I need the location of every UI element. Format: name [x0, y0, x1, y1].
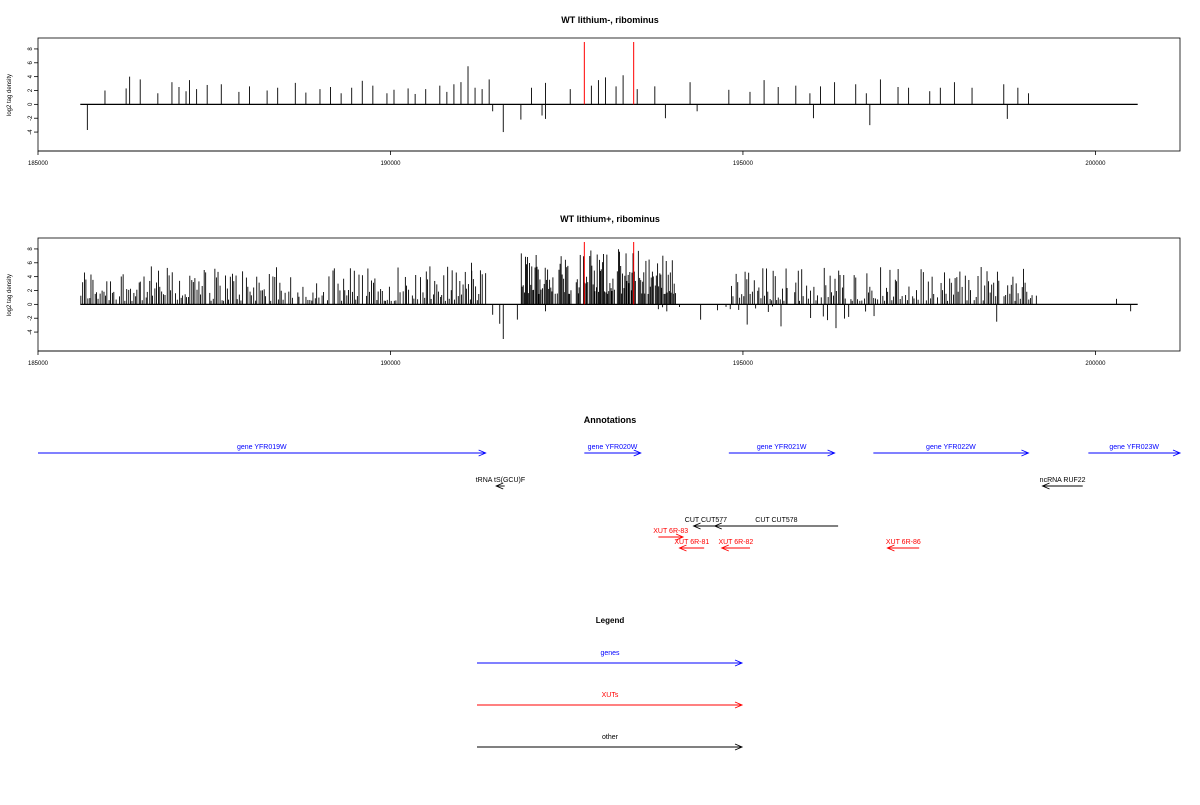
- annotation-feature: ncRNA RUF22: [1040, 477, 1086, 490]
- feature-arrowhead: [495, 482, 504, 490]
- plot-frame: [37, 37, 1181, 152]
- signal-bars: [80, 249, 1138, 339]
- y-tick-label: -4: [28, 129, 34, 135]
- y-tick-label: 8: [28, 247, 34, 251]
- y-axis-label: log2 tag density: [7, 274, 13, 316]
- feature-label: gene YFR019W: [237, 444, 287, 451]
- y-axis: -4 -2 0 2 4 6 8: [28, 47, 39, 135]
- feature-arrowhead: [675, 533, 685, 541]
- feature-arrowhead: [720, 544, 729, 552]
- feature-label: XUT 6R-82: [718, 539, 753, 546]
- feature-label: XUT 6R-83: [653, 528, 688, 535]
- y-tick-label: 6: [28, 260, 34, 264]
- legend-arrowhead: [734, 701, 744, 709]
- legend-arrowhead: [734, 743, 744, 751]
- y-tick-label: -4: [28, 329, 34, 335]
- annotations-title: Annotations: [584, 415, 637, 425]
- feature-label: XUT 6R-81: [674, 539, 709, 546]
- annotation-feature: XUT 6R-82: [718, 539, 753, 552]
- annotation-feature: CUT CUT578: [713, 517, 839, 530]
- legend-items: genes XUTs other: [477, 650, 744, 751]
- y-tick-label: 6: [28, 60, 34, 64]
- y-tick-label: 4: [28, 274, 34, 278]
- feature-arrowhead: [827, 449, 836, 457]
- annotation-features: gene YFR019W gene YFR020W gene YFR021W gene…: [38, 444, 1182, 552]
- feature-arrowhead: [692, 522, 701, 530]
- feature-arrowhead: [678, 544, 687, 552]
- feature-arrowhead: [633, 449, 642, 457]
- feature-label: tRNA tS(GCU)F: [476, 477, 525, 484]
- signal-bars: [80, 66, 1138, 133]
- y-tick-label: -2: [28, 115, 34, 121]
- legend-label: other: [602, 734, 619, 741]
- x-tick-label: 190000: [380, 161, 401, 167]
- marker-lines: [583, 242, 635, 305]
- legend-label: XUTs: [602, 692, 619, 699]
- x-tick-label: 195000: [733, 361, 754, 367]
- feature-label: gene YFR022W: [926, 444, 976, 451]
- x-tick-label: 185000: [28, 361, 49, 367]
- annotation-feature: XUT 6R-81: [674, 539, 709, 552]
- annotation-feature: gene YFR021W: [728, 444, 836, 457]
- legend-title: Legend: [596, 616, 625, 625]
- annotations-panel: Annotations gene YFR019W gene YFR020W gene…: [38, 415, 1182, 552]
- feature-label: ncRNA RUF22: [1040, 477, 1086, 484]
- x-tick-label: 190000: [380, 361, 401, 367]
- x-tick-label: 195000: [733, 161, 754, 167]
- feature-label: gene YFR021W: [757, 444, 807, 451]
- y-axis-label: log2 tag density: [7, 74, 13, 116]
- panel-title: WT lithium-, ribominus: [561, 15, 659, 25]
- track-panel-lithium-minus: WT lithium-, ribominus log2 tag density …: [7, 15, 1181, 167]
- y-tick-label: 4: [28, 74, 34, 78]
- panel-title: WT lithium+, ribominus: [560, 214, 660, 224]
- y-tick-label: 0: [28, 102, 34, 106]
- annotation-feature: gene YFR020W: [584, 444, 642, 457]
- x-axis: 185000 190000 195000 200000: [28, 350, 1106, 367]
- feature-arrowhead: [886, 544, 895, 552]
- y-axis: -4 -2 0 2 4 6 8: [28, 247, 39, 335]
- feature-arrowhead: [1041, 482, 1050, 490]
- feature-arrowhead: [713, 522, 722, 530]
- annotation-feature: tRNA tS(GCU)F: [476, 477, 525, 490]
- y-tick-label: 0: [28, 302, 34, 306]
- legend-item: genes: [477, 650, 744, 667]
- feature-label: gene YFR023W: [1109, 444, 1159, 451]
- annotation-feature: gene YFR019W: [38, 444, 487, 457]
- x-axis: 185000 190000 195000 200000: [28, 150, 1106, 167]
- legend-item: other: [477, 734, 744, 751]
- y-tick-label: 2: [28, 88, 34, 92]
- legend-panel: Legend genes XUTs other: [477, 616, 744, 751]
- feature-label: CUT CUT577: [685, 517, 727, 524]
- x-tick-label: 185000: [28, 161, 49, 167]
- feature-label: CUT CUT578: [755, 517, 797, 524]
- legend-arrowhead: [734, 659, 744, 667]
- feature-arrowhead: [478, 449, 487, 457]
- x-tick-label: 200000: [1085, 361, 1106, 367]
- annotation-feature: XUT 6R-83: [653, 528, 688, 541]
- annotation-feature: XUT 6R-86: [886, 539, 921, 552]
- feature-label: gene YFR020W: [588, 444, 638, 451]
- marker-lines: [583, 42, 635, 105]
- y-tick-label: 8: [28, 47, 34, 51]
- x-tick-label: 200000: [1085, 161, 1106, 167]
- feature-label: XUT 6R-86: [886, 539, 921, 546]
- y-tick-label: 2: [28, 288, 34, 292]
- feature-arrowhead: [1021, 449, 1030, 457]
- y-tick-label: -2: [28, 315, 34, 321]
- track-panel-lithium-plus: WT lithium+, ribominus log2 tag density …: [7, 214, 1181, 367]
- annotation-feature: gene YFR023W: [1088, 444, 1182, 457]
- annotation-feature: gene YFR022W: [873, 444, 1030, 457]
- legend-item: XUTs: [477, 692, 744, 709]
- legend-label: genes: [600, 650, 620, 657]
- feature-arrowhead: [1172, 449, 1182, 457]
